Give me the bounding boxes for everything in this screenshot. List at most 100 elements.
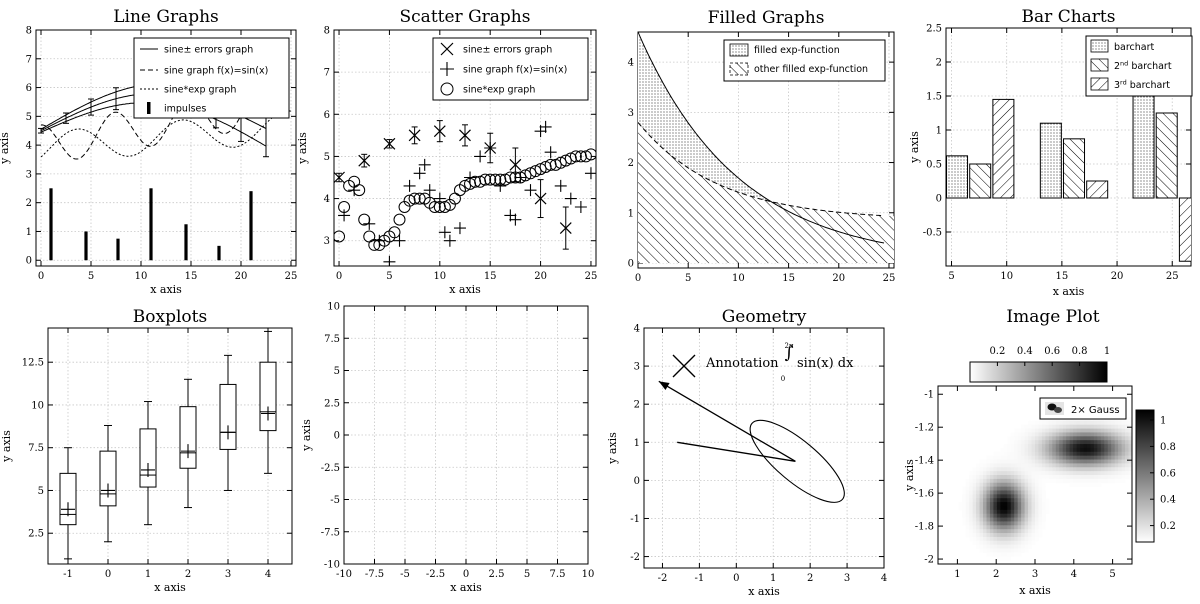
heatmap-cell [1007, 478, 1012, 484]
heatmap-cell [989, 517, 994, 522]
heatmap-cell [972, 475, 977, 480]
heatmap-cell [1007, 529, 1012, 534]
heatmap-cell [1114, 432, 1119, 437]
x-tick-label: 10 [1000, 271, 1013, 282]
heatmap-cell [972, 521, 977, 526]
heatmap-cell [1024, 455, 1029, 460]
heatmap-cell [1076, 432, 1081, 437]
heatmap-cell [1100, 459, 1105, 464]
heatmap-cell [1010, 517, 1015, 522]
heatmap-cell [965, 509, 970, 515]
heatmap-cell [993, 533, 998, 538]
heatmap-cell [996, 463, 1001, 468]
heatmap-cell [1003, 540, 1008, 546]
heatmap-cell [993, 540, 998, 546]
heatmap-cell [1125, 436, 1129, 441]
circle-marker [524, 167, 537, 180]
heatmap-cell [1017, 455, 1022, 460]
x-tick-label: -2.5 [426, 569, 445, 580]
heatmap-cell [1069, 432, 1074, 437]
heatmap-cell [1048, 463, 1053, 468]
heatmap-cell [1073, 459, 1077, 464]
heatmap-cell [1093, 455, 1098, 460]
heatmap-cell [986, 521, 991, 526]
heatmap-cell [983, 513, 987, 518]
colorbar-top-label: 0.2 [989, 346, 1005, 357]
heatmap-cell [1028, 463, 1032, 468]
heatmap-cell [1000, 447, 1005, 453]
x-axis-label: x axis [150, 283, 182, 296]
y-axis-label: y axis [0, 132, 11, 165]
heatmap-cell [1100, 447, 1105, 453]
heatmap-cell [1003, 459, 1008, 464]
heatmap-cell [1083, 440, 1088, 445]
heatmap-cell [1010, 486, 1015, 491]
heatmap-cell [1090, 467, 1095, 472]
heatmap-cell [1111, 455, 1116, 460]
heatmap-cell [993, 486, 998, 491]
heatmap-cell [1028, 505, 1032, 511]
heatmap-cell [1024, 494, 1029, 499]
heatmap-cell [1090, 428, 1095, 433]
heatmap-cell [979, 536, 984, 542]
heatmap-cell [1014, 540, 1019, 546]
heatmap-cell [1107, 475, 1112, 480]
panel-3: 5 10 15 20 25 -0.5 0 0.5 1 1.5 2 2.5 Bar Charts x axi… [908, 7, 1193, 298]
heatmap-cell [1083, 459, 1088, 464]
x-tick-label: 4 [881, 573, 887, 584]
heatmap-cell [1045, 440, 1050, 445]
heatmap-cell [993, 498, 998, 503]
heatmap-cell [962, 521, 967, 526]
heatmap-cell [1028, 451, 1032, 457]
heatmap-cell [1041, 451, 1046, 457]
heatmap-cell [1000, 475, 1005, 480]
heatmap-cell [1073, 467, 1077, 472]
heatmap-cell [1083, 478, 1088, 484]
heatmap-cell [1021, 486, 1025, 491]
y-axis-label: y axis [903, 459, 916, 492]
x-marker [534, 192, 547, 205]
heatmap-cell [972, 536, 977, 542]
heatmap-cell [1052, 475, 1057, 480]
heatmap-cell [1121, 444, 1126, 449]
heatmap-cell [1035, 498, 1039, 503]
heatmap-cell [1024, 548, 1029, 553]
heatmap-cell [979, 548, 984, 553]
panel-7: 1 2 3 4 5 -1 -1.2 -1.4 -1.6 -1.8 -2 Image Plot x axi… [903, 307, 1176, 597]
heatmap-cell [986, 455, 991, 460]
heatmap-cell [986, 475, 991, 480]
heatmap-cell [1093, 482, 1098, 488]
heatmap-cell [1107, 440, 1112, 445]
heatmap-cell [1121, 436, 1126, 441]
heatmap-cell [976, 490, 980, 495]
heatmap-cell [1021, 467, 1025, 472]
heatmap-cell [1035, 533, 1039, 538]
heatmap-cell [1021, 540, 1025, 546]
heatmap-cell [993, 490, 998, 495]
heatmap-cell [996, 475, 1001, 480]
x-tick-label: 1 [770, 573, 776, 584]
x-axis-label: x axis [1053, 285, 1085, 298]
x-tick-label: 2.5 [489, 569, 505, 580]
heatmap-cell [1010, 455, 1015, 460]
plus-marker [338, 209, 351, 222]
heatmap-cell [986, 505, 991, 511]
heatmap-cell [1031, 424, 1036, 429]
heatmap-cell [1014, 502, 1019, 507]
plus-marker [453, 222, 466, 235]
heatmap-cell [962, 486, 967, 491]
sine-exp-graph-line [40, 110, 292, 158]
heatmap-cell [1121, 451, 1126, 457]
heatmap-cell [1028, 521, 1032, 526]
x-axis-label: x axis [154, 581, 186, 594]
heatmap-cell [1017, 436, 1022, 441]
heatmap-cell [1125, 455, 1129, 460]
heatmap-cell [976, 467, 980, 472]
heatmap-cell [1014, 513, 1019, 518]
heatmap-cell [1118, 459, 1122, 464]
heatmap-cell [979, 517, 984, 522]
x-tick-label: 10 [135, 271, 148, 282]
heatmap-cell [1062, 440, 1067, 445]
heatmap-cell [1041, 486, 1046, 491]
y-tick-label: 4 [26, 141, 32, 152]
